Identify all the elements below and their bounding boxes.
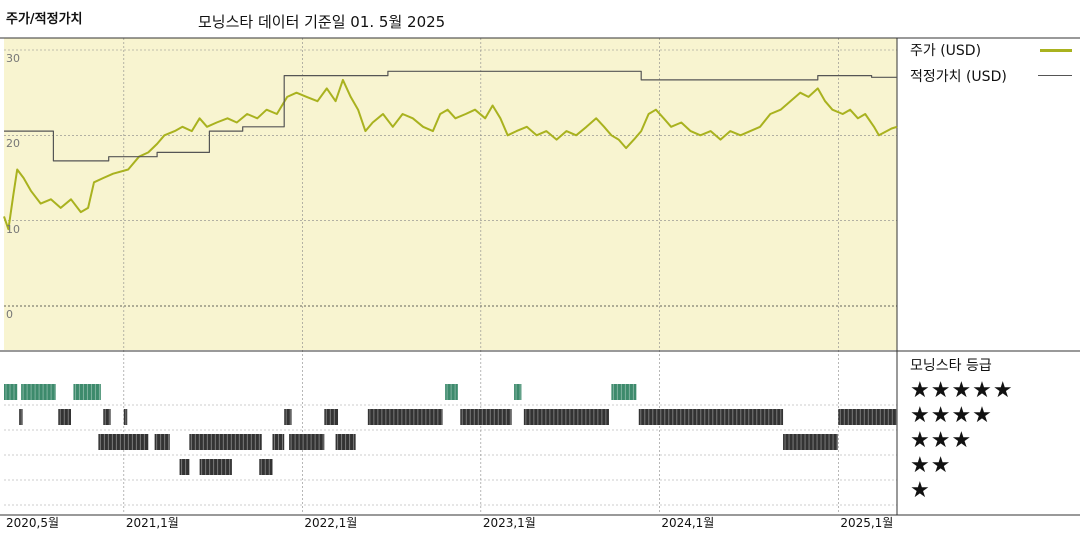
legend-price-label: 주가 (USD): [910, 43, 982, 59]
rating-row-3-stars: ★★★: [910, 428, 973, 453]
rating-bar-4-stars: [367, 409, 443, 425]
rating-bar-3-stars: [98, 434, 149, 450]
rating-panel-title: 모닝스타 등급: [910, 358, 992, 374]
rating-bar-5-stars: [21, 384, 56, 400]
rating-bar-5-stars: [445, 384, 458, 400]
rating-bar-3-stars: [289, 434, 325, 450]
rating-bar-4-stars: [523, 409, 609, 425]
y-tick-label: 0: [6, 308, 13, 321]
chart-title: 주가/적정가치: [6, 12, 83, 27]
rating-bar-4-stars: [284, 409, 292, 425]
fair-value-series-line: [4, 70, 897, 162]
y-tick-label: 30: [6, 52, 20, 65]
rating-bar-2-stars: [179, 459, 190, 475]
x-tick-label: 2023,1월: [482, 516, 536, 530]
plot-background: [4, 38, 897, 350]
rating-row-4-stars: ★★★★: [910, 403, 993, 428]
rating-bar-4-stars: [19, 409, 23, 425]
rating-row-1-star: ★: [910, 478, 931, 503]
rating-bar-4-stars: [58, 409, 71, 425]
rating-bar-4-stars: [838, 409, 897, 425]
rating-bar-4-stars: [324, 409, 339, 425]
rating-bar-3-stars: [335, 434, 356, 450]
rating-bar-5-stars: [611, 384, 637, 400]
rating-bar-2-stars: [259, 459, 273, 475]
legend-price: 주가 (USD): [910, 40, 981, 60]
rating-bar-4-stars: [103, 409, 111, 425]
x-tick-label: 2021,1월: [125, 516, 179, 530]
rating-row-5-stars: ★★★★★: [910, 378, 1014, 403]
x-tick-label: 2024,1월: [661, 516, 715, 530]
x-tick-label: 2025,1월: [840, 516, 894, 530]
x-tick-label: 2020,5월: [6, 516, 60, 530]
price-series-line: [3, 78, 898, 231]
chart-subtitle: 모닝스타 데이터 기준일 01. 5월 2025: [198, 13, 446, 31]
rating-background: [4, 352, 897, 514]
rating-bar-3-stars: [272, 434, 285, 450]
rating-row-2-stars: ★★: [910, 453, 952, 478]
y-tick-label: 10: [6, 222, 20, 236]
rating-bar-3-stars: [189, 434, 262, 450]
rating-bar-4-stars: [460, 409, 512, 425]
rating-bar-5-stars: [4, 384, 18, 400]
legend-fair-value-swatch: [1038, 75, 1072, 76]
legend-fair-value: 적정가치 (USD): [910, 66, 1007, 86]
rating-bar-5-stars: [514, 384, 522, 400]
rating-bar-5-stars: [73, 384, 101, 400]
legend-fair-value-label: 적정가치 (USD): [910, 69, 1007, 85]
y-tick-label: 20: [6, 137, 20, 151]
legend-price-swatch: [1040, 49, 1072, 52]
rating-bar-4-stars: [638, 409, 784, 425]
x-tick-label: 2022,1월: [304, 516, 358, 530]
rating-bar-3-stars: [783, 434, 838, 450]
rating-bar-2-stars: [199, 459, 232, 475]
rating-bar-4-stars: [123, 409, 128, 425]
rating-bar-3-stars: [154, 434, 170, 450]
